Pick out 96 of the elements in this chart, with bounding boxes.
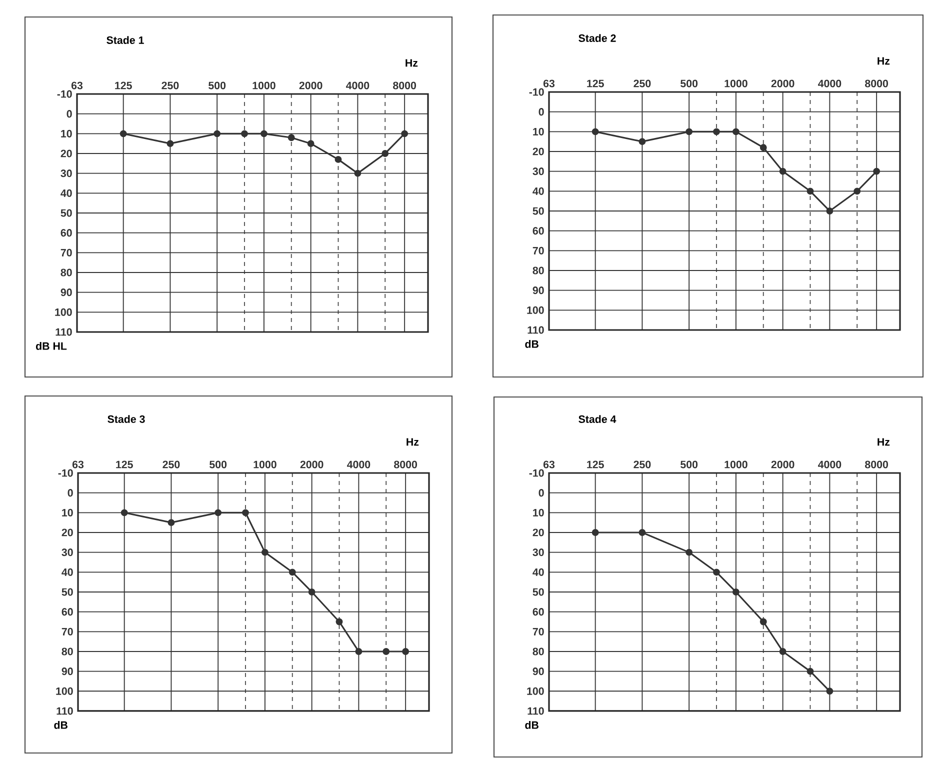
y-axis-title: dB HL — [36, 342, 67, 350]
chart-title: Stade 2 — [578, 34, 616, 42]
y-tick-label: 0 — [66, 110, 72, 118]
y-tick-label: 10 — [61, 130, 72, 138]
y-tick-label: 30 — [532, 168, 544, 176]
y-tick-label: 70 — [532, 246, 544, 254]
x-tick-label: 125 — [587, 80, 604, 88]
x-tick-label: 2000 — [771, 80, 794, 88]
y-tick-label: 0 — [68, 489, 73, 497]
x-tick-label: 63 — [543, 460, 555, 468]
y-tick-label: 50 — [60, 209, 72, 217]
x-tick-label: 1000 — [724, 80, 748, 88]
x-tick-label: 1000 — [254, 460, 276, 468]
x-tick-label: 8000 — [394, 460, 417, 468]
x-tick-label: 4000 — [347, 460, 370, 468]
y-tick-label: 60 — [62, 608, 73, 616]
y-tick-label: -10 — [57, 90, 72, 98]
y-tick-label: 30 — [60, 170, 72, 178]
y-tick-label: 90 — [62, 668, 73, 676]
y-tick-label: 90 — [532, 286, 544, 294]
y-tick-label: 70 — [60, 248, 72, 256]
y-tick-label: 100 — [527, 687, 544, 695]
y-tick-label: 70 — [532, 628, 544, 636]
y-tick-label: 20 — [532, 148, 544, 156]
y-tick-label: 20 — [60, 150, 72, 158]
y-tick-label: 100 — [527, 306, 544, 314]
x-tick-label: 250 — [634, 460, 651, 468]
x-axis-title: Hz — [878, 438, 890, 446]
x-tick-label: 500 — [680, 460, 698, 468]
x-tick-label: 250 — [162, 82, 179, 90]
x-tick-label: 8000 — [865, 460, 888, 468]
x-tick-label: 4000 — [346, 82, 370, 90]
y-tick-label: 60 — [532, 608, 544, 616]
y-axis-title: dB — [525, 721, 538, 729]
chart-title: Stade 1 — [106, 36, 144, 44]
y-tick-label: 100 — [55, 308, 72, 316]
y-tick-label: 110 — [56, 707, 73, 715]
y-tick-label: 90 — [532, 668, 544, 676]
y-tick-label: 10 — [533, 508, 544, 516]
y-tick-label: 10 — [62, 508, 73, 516]
y-tick-label: 80 — [532, 266, 544, 274]
y-tick-label: 50 — [532, 207, 544, 215]
y-tick-label: 80 — [532, 648, 544, 656]
chart-title: Stade 4 — [578, 415, 616, 423]
x-tick-label: 63 — [543, 80, 555, 88]
y-tick-label: 40 — [532, 568, 544, 576]
y-tick-label: 20 — [532, 528, 544, 536]
x-axis-title: Hz — [878, 57, 890, 65]
y-tick-label: 20 — [62, 528, 73, 536]
x-tick-label: 63 — [71, 82, 83, 90]
x-tick-label: 250 — [162, 460, 180, 468]
y-tick-label: 0 — [538, 489, 544, 497]
y-tick-label: 40 — [60, 189, 72, 197]
x-tick-label: 2000 — [771, 460, 794, 468]
x-tick-label: 4000 — [818, 460, 842, 468]
y-tick-label: 110 — [56, 328, 72, 336]
x-tick-label: 125 — [587, 460, 604, 468]
x-tick-label: 250 — [634, 80, 651, 88]
x-axis-title: Hz — [406, 59, 418, 67]
y-tick-label: -10 — [529, 469, 544, 477]
y-tick-label: 30 — [62, 548, 73, 556]
y-tick-label: 90 — [60, 288, 72, 296]
y-tick-label: 100 — [56, 687, 73, 695]
x-tick-label: 2000 — [299, 82, 322, 90]
x-tick-label: 1000 — [252, 82, 276, 90]
y-tick-label: 40 — [62, 568, 73, 576]
y-tick-label: 110 — [528, 707, 544, 715]
x-tick-label: 500 — [210, 460, 227, 468]
y-tick-label: 110 — [528, 326, 544, 334]
x-axis-title: Hz — [406, 438, 419, 446]
x-tick-label: 500 — [680, 80, 698, 88]
x-tick-label: 8000 — [393, 82, 416, 90]
y-tick-label: 70 — [62, 628, 73, 636]
y-tick-label: -10 — [58, 469, 73, 477]
x-tick-label: 125 — [116, 460, 133, 468]
x-tick-label: 1000 — [724, 460, 748, 468]
x-tick-label: 125 — [115, 82, 132, 90]
y-tick-label: 50 — [532, 588, 544, 596]
y-tick-label: 10 — [533, 128, 544, 136]
x-tick-label: 2000 — [300, 460, 324, 468]
y-tick-label: 50 — [62, 588, 73, 596]
y-tick-label: 0 — [538, 108, 544, 116]
x-tick-label: 63 — [72, 460, 84, 468]
x-tick-label: 4000 — [818, 80, 842, 88]
y-axis-title: dB — [525, 340, 538, 348]
y-tick-label: 30 — [532, 548, 544, 556]
y-tick-label: 60 — [532, 227, 544, 235]
y-tick-label: 80 — [62, 648, 73, 656]
chart-title: Stade 3 — [108, 415, 145, 423]
y-axis-title: dB — [54, 721, 68, 729]
y-tick-label: -10 — [529, 88, 544, 96]
x-tick-label: 8000 — [865, 80, 888, 88]
y-tick-label: 60 — [60, 229, 72, 237]
y-tick-label: 40 — [532, 187, 544, 195]
y-tick-label: 80 — [60, 268, 72, 276]
x-tick-label: 500 — [208, 82, 226, 90]
